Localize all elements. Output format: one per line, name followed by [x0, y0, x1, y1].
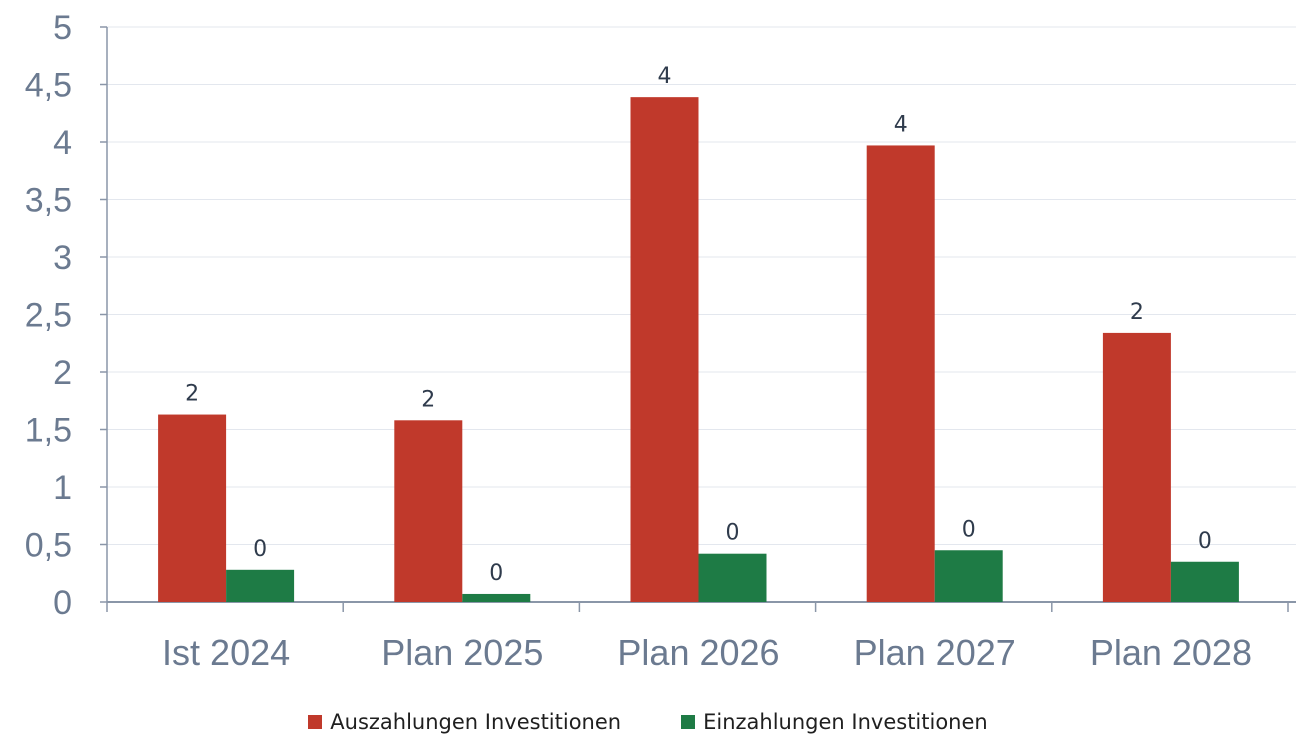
data-label: 2 — [421, 387, 435, 412]
bar-auszahlungen — [866, 145, 935, 602]
data-label: 2 — [185, 382, 199, 407]
bar-einzahlungen — [462, 593, 531, 602]
x-tick-label: Ist 2024 — [162, 632, 290, 673]
bar-einzahlungen — [226, 569, 295, 602]
bar-auszahlungen — [394, 420, 463, 602]
y-tick-label: 1 — [53, 469, 72, 507]
y-tick-label: 2,5 — [25, 297, 72, 335]
legend-swatch-einzahlungen — [681, 714, 696, 729]
bar-einzahlungen — [1170, 561, 1239, 602]
y-tick-label: 4,5 — [25, 67, 72, 105]
y-tick-label: 0 — [53, 584, 72, 622]
legend-swatch-auszahlungen — [308, 714, 323, 729]
y-tick-label: 5 — [53, 9, 72, 47]
data-label: 2 — [1130, 300, 1144, 325]
bar-einzahlungen — [698, 553, 767, 602]
data-label: 0 — [1198, 529, 1212, 554]
bar-auszahlungen — [630, 97, 699, 603]
data-label: 0 — [253, 537, 267, 562]
x-tick-label: Plan 2025 — [381, 632, 543, 673]
bar-einzahlungen — [934, 550, 1003, 602]
legend-item-einzahlungen: Einzahlungen Investitionen — [681, 710, 988, 734]
legend: Auszahlungen Investitionen Einzahlungen … — [0, 704, 1296, 739]
data-label: 4 — [894, 112, 908, 137]
data-label: 0 — [962, 517, 976, 542]
y-tick-label: 3,5 — [25, 182, 72, 220]
legend-label-einzahlungen: Einzahlungen Investitionen — [703, 709, 988, 734]
x-tick-label: Plan 2028 — [1090, 632, 1252, 673]
bar-auszahlungen — [1102, 332, 1171, 602]
y-tick-label: 0,5 — [25, 527, 72, 565]
legend-label-auszahlungen: Auszahlungen Investitionen — [330, 709, 622, 734]
x-tick-label: Plan 2027 — [854, 632, 1016, 673]
data-label: 0 — [489, 561, 503, 586]
bar-auszahlungen — [158, 414, 227, 602]
legend-item-auszahlungen: Auszahlungen Investitionen — [308, 710, 621, 734]
y-tick-label: 3 — [53, 239, 72, 277]
data-label: 4 — [658, 64, 672, 89]
y-tick-label: 2 — [53, 354, 72, 392]
bar-chart: 0 0,5 1 1,5 2 2,5 3 3,5 4 4,5 5 Ist 2024 2 0 Plan 2025… — [25, 9, 1296, 673]
data-label: 0 — [726, 521, 740, 546]
y-tick-label: 1,5 — [25, 412, 72, 450]
x-tick-label: Plan 2026 — [617, 632, 779, 673]
y-tick-label: 4 — [53, 124, 72, 162]
